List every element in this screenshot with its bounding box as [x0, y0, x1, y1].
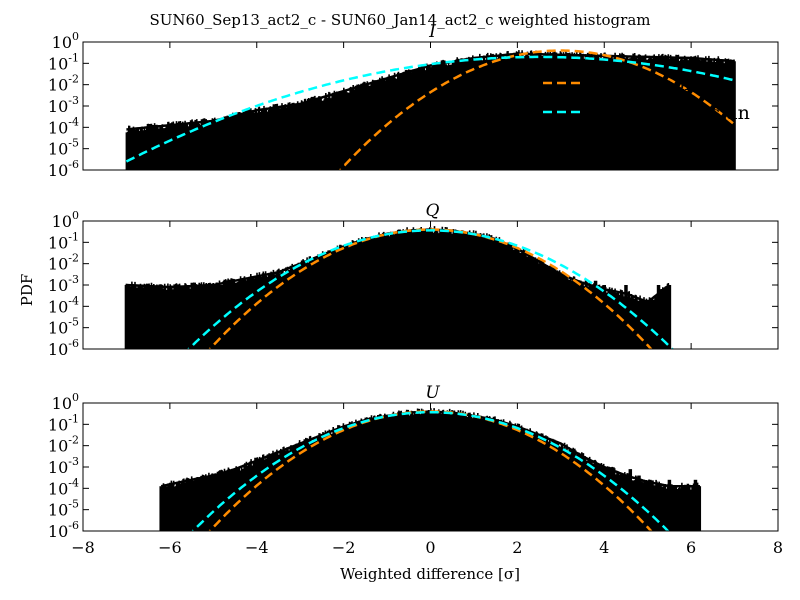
legend-label: Fitted Gaussian [598, 102, 750, 124]
data-bins [160, 408, 700, 531]
figure-title: SUN60_Sep13_act2_c - SUN60_Jan14_act2_c … [149, 11, 650, 29]
x-tick-label: 2 [512, 538, 522, 557]
white-noise-curve-i [338, 49, 736, 170]
x-tick-label: −2 [332, 538, 356, 557]
y-tick-label: 10-2 [48, 434, 79, 456]
y-tick-label: 10-4 [48, 115, 79, 137]
legend-item-white-noise: White noise [543, 73, 712, 95]
x-tick-label: 4 [599, 538, 609, 557]
x-axis-label: Weighted difference [σ] [340, 565, 520, 583]
x-tick-label: 6 [686, 538, 696, 557]
legend-swatch [541, 132, 585, 150]
y-tick-label: 10-1 [48, 51, 79, 73]
y-tick-label: 10-5 [48, 316, 79, 338]
y-tick-label: 10-6 [48, 337, 79, 359]
data-bins [125, 50, 735, 170]
legend: White noise Fitted Gaussian Data [541, 73, 750, 153]
x-tick-label: 8 [773, 538, 783, 557]
y-tick-label: 10-4 [48, 294, 79, 316]
x-tick-label: 0 [425, 538, 435, 557]
y-tick-label: 10-4 [48, 476, 79, 498]
x-tick-label: −4 [245, 538, 269, 557]
y-tick-label: 10-3 [48, 94, 79, 116]
legend-label: Data [598, 131, 644, 153]
data-outline [126, 228, 671, 304]
panel-title: U [425, 383, 440, 403]
x-tick-label: −6 [158, 538, 182, 557]
y-tick-label: 10-2 [48, 252, 79, 274]
legend-item-data: Data [541, 131, 644, 153]
fitted-gaussian-curve-q [186, 229, 674, 349]
y-tick-label: 10-2 [48, 73, 79, 95]
panel-title: I [428, 22, 436, 42]
data-histogram-q [124, 226, 672, 349]
data-outline [126, 52, 735, 131]
y-tick-label: 10-3 [48, 273, 79, 295]
x-tick-label: −8 [71, 538, 95, 557]
y-tick-label: 10-6 [48, 158, 79, 180]
fitted-gaussian-curve-i [125, 55, 735, 163]
data-histogram-u [159, 408, 702, 531]
legend-item-fitted-gaussian: Fitted Gaussian [543, 102, 750, 124]
y-tick-label: 10-1 [48, 412, 79, 434]
legend-label: White noise [598, 73, 712, 95]
y-tick-label: 10-5 [48, 498, 79, 520]
y-tick-label: 100 [52, 391, 79, 413]
y-tick-label: 100 [52, 209, 79, 231]
panel-title: Q [426, 201, 440, 221]
y-tick-label: 10-5 [48, 137, 79, 159]
y-tick-label: 100 [52, 30, 79, 52]
fitted-gaussian-curve-u [191, 410, 670, 531]
y-axis-label: PDF [18, 274, 36, 307]
y-tick-label: 10-6 [48, 519, 79, 541]
data-histogram-i [125, 50, 736, 170]
y-tick-label: 10-3 [48, 455, 79, 477]
y-tick-label: 10-1 [48, 230, 79, 252]
